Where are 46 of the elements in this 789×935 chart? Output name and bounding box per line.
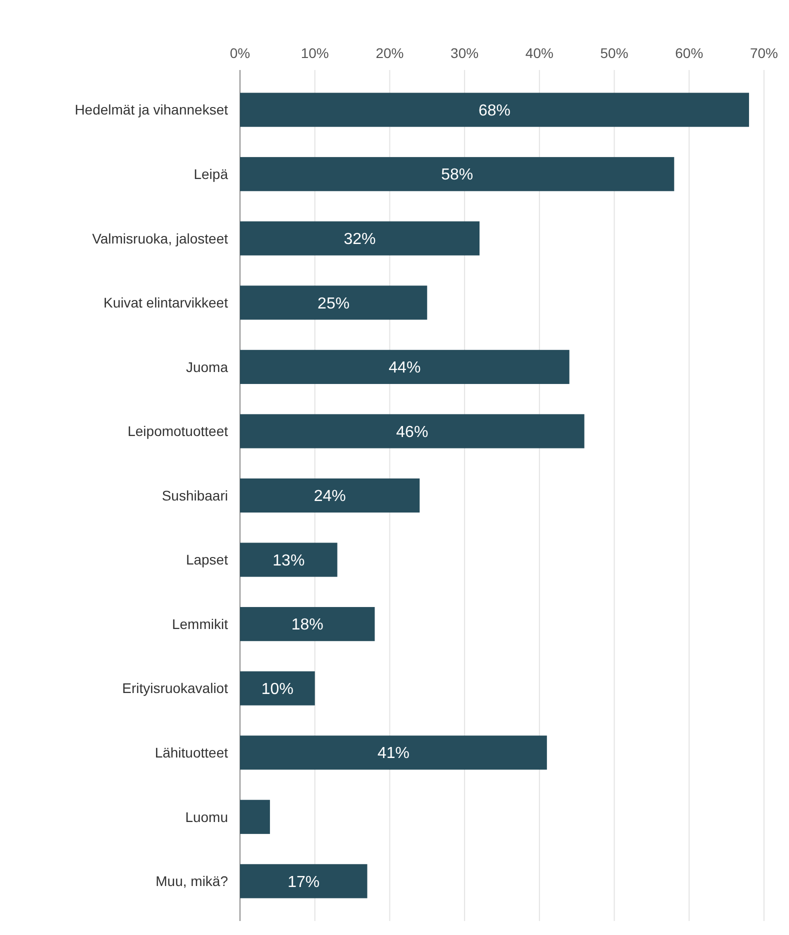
- y-tick-label: Valmisruoka, jalosteet: [92, 230, 228, 246]
- y-tick-label: Lapset: [186, 552, 228, 568]
- data-label: 58%: [441, 166, 474, 184]
- y-tick-label: Leipä: [194, 166, 228, 182]
- x-tick-label: 70%: [750, 45, 778, 61]
- data-label: 24%: [314, 488, 346, 506]
- bar: [240, 157, 674, 192]
- data-label: 44%: [388, 360, 421, 377]
- data-label: 18%: [291, 616, 324, 634]
- x-tick-label: 0%: [230, 45, 250, 61]
- y-tick-label: Hedelmät ja vihannekset: [74, 102, 228, 118]
- x-tick-label: 10%: [300, 45, 329, 61]
- y-tick-label: Luomu: [185, 808, 228, 825]
- data-label: 17%: [288, 874, 320, 891]
- bar: [240, 800, 270, 834]
- data-label: 25%: [318, 295, 350, 312]
- bar: [240, 736, 547, 770]
- y-tick-label: Lähituotteet: [154, 744, 228, 761]
- y-tick-label: Muu, mikä?: [156, 873, 228, 890]
- bar: [240, 671, 315, 706]
- bar: [240, 350, 570, 384]
- bar: [240, 864, 368, 898]
- bar: [240, 607, 375, 642]
- x-tick-label: 50%: [600, 45, 628, 61]
- data-label: 32%: [344, 230, 376, 248]
- y-tick-label: Kuivat elintarvikkeet: [103, 294, 228, 311]
- y-tick-label: Erityisruokavaliot: [122, 680, 228, 696]
- x-tick-label: 20%: [376, 45, 404, 61]
- y-tick-label: Sushibaari: [162, 487, 228, 504]
- bar: [240, 286, 428, 320]
- bar: [240, 92, 750, 127]
- bar: [240, 478, 420, 513]
- y-tick-label: Lemmikit: [172, 616, 228, 632]
- x-tick-label: 30%: [450, 45, 479, 61]
- x-tick-label: 40%: [525, 45, 554, 61]
- data-label: 13%: [272, 552, 305, 570]
- data-label: 41%: [377, 745, 410, 762]
- data-label: 68%: [478, 102, 511, 120]
- data-label: 10%: [261, 680, 294, 698]
- bar: [240, 414, 584, 448]
- bar: [240, 221, 480, 256]
- x-tick-label: 60%: [675, 45, 704, 61]
- y-tick-label: Juoma: [186, 358, 228, 375]
- data-label: 46%: [396, 424, 428, 441]
- y-tick-label: Leipomotuotteet: [128, 423, 228, 440]
- bar: [240, 542, 338, 577]
